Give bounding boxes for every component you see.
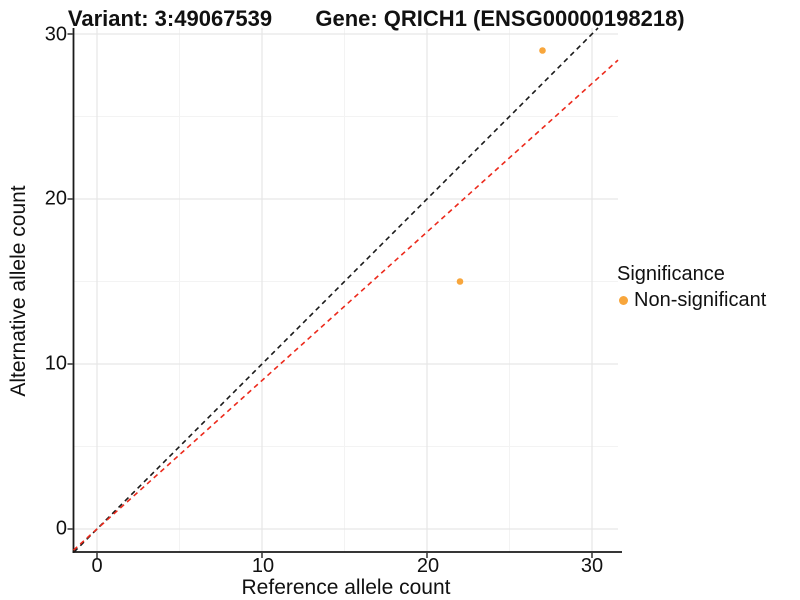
y-tick-label-10: 10	[44, 352, 67, 375]
identity-line	[73, 27, 599, 553]
data-point	[539, 47, 546, 54]
y-tick-label-0: 0	[55, 517, 67, 540]
plot-title-variant: Variant: 3:49067539	[67, 6, 273, 31]
legend-title: Significance	[617, 263, 725, 285]
x-tick-label-30: 30	[580, 555, 604, 577]
y-tick-label-20: 20	[44, 187, 67, 210]
x-tick-label-10: 10	[251, 555, 275, 577]
x-axis-title: Reference allele count	[241, 576, 451, 599]
legend-item-label: Non-significant	[634, 289, 767, 311]
data-point	[456, 278, 464, 285]
legend-item-non-significant: Non-significant	[619, 289, 766, 311]
allelic-ratio-line	[72, 59, 619, 551]
y-tick-label-30: 30	[44, 23, 67, 46]
plot-title-gene: Gene: QRICH1 (ENSG00000198218)	[315, 6, 685, 31]
y-axis-title: Alternative allele count	[7, 185, 30, 397]
x-tick-label-0: 0	[91, 555, 103, 577]
x-tick-label-20: 20	[416, 555, 440, 577]
legend-point-icon	[619, 295, 628, 305]
